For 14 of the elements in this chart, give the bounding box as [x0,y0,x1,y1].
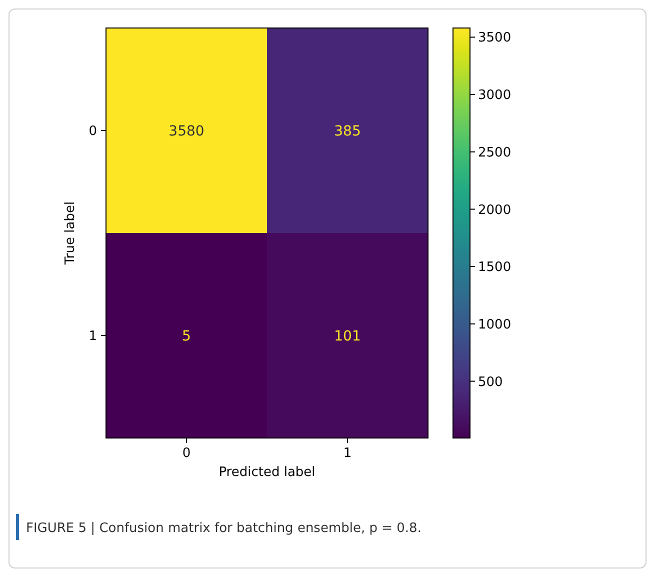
data-label: 101 [334,328,361,344]
x-axis-title: Predicted label [218,465,316,480]
color-bar-label: 3000 [478,88,512,104]
color-bar-label: 1000 [478,317,512,332]
color-bar-label: 500 [478,374,503,390]
data-label: 5 [182,328,191,344]
color-bar-label: 2500 [478,145,512,160]
data-label: 3580 [168,123,204,140]
color-bar-label: 2000 [478,202,512,218]
color-bar-label: 1500 [478,260,512,276]
caption: FIGURE 5 | Confusion matrix for batching ensemble, p = 0.8. [26,521,422,536]
color-bar-label: 3500 [478,30,512,46]
y-axis-title: True label [63,201,78,266]
data-label: 385 [334,123,361,140]
